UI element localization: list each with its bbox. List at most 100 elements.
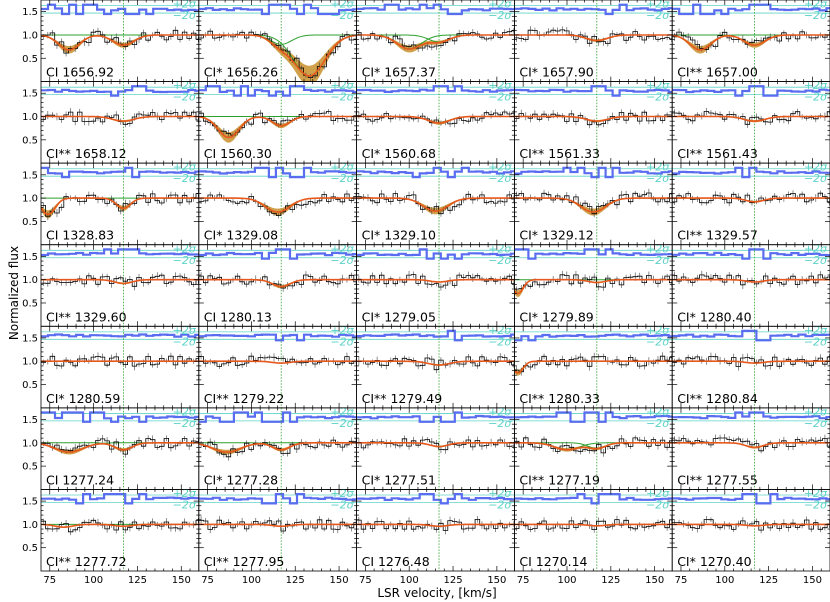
panel-line-label: CI* 1329.10 — [362, 228, 436, 243]
panel-plot-area — [356, 0, 515, 82]
panel-line-label: CI** 1329.57 — [677, 228, 758, 243]
plus-2sigma-label: +2σ — [804, 79, 828, 92]
plus-2sigma-label: +2σ — [330, 161, 354, 174]
plus-2sigma-label: +2σ — [488, 242, 512, 255]
panel-line-label: CI** 1277.72 — [46, 554, 127, 569]
residual-line — [514, 3, 673, 16]
total-model-line — [672, 34, 830, 51]
residual-line — [356, 85, 515, 93]
total-model-line — [672, 360, 830, 364]
model-uncertainty-band — [514, 198, 673, 216]
residual-line — [672, 248, 830, 260]
plus-2sigma-label: +2σ — [646, 161, 670, 174]
model-uncertainty-band — [198, 198, 357, 216]
residual-line — [356, 3, 515, 16]
plus-2sigma-label: +2σ — [330, 242, 354, 255]
minus-2sigma-label: −2σ — [173, 91, 197, 104]
panel-line-label: CI* 1270.40 — [677, 554, 751, 569]
minus-2sigma-label: −2σ — [330, 91, 354, 104]
panel: +2σ−2σ CI** 1280.84 — [671, 324, 830, 409]
plus-2sigma-label: +2σ — [804, 324, 828, 337]
y-tick-label: 0.5 — [22, 462, 38, 473]
y-tick-label: 0.5 — [22, 135, 38, 146]
panel-line-label: CI 1276.48 — [362, 554, 430, 569]
panel: +2σ−2σ CI* 1657.37 — [356, 0, 515, 82]
x-tick-label: 125 — [286, 575, 305, 586]
total-model-line — [672, 115, 830, 123]
panel-line-label: CI** 1280.84 — [677, 391, 758, 406]
panel: +2σ−2σ 0.5 1.0 1.5 CI** 1329.60 — [22, 242, 200, 327]
panel-line-label: CI** 1561.43 — [677, 146, 758, 161]
data-error-bars — [358, 109, 515, 128]
panel: +2σ−2σ CI** 1279.22 — [198, 324, 358, 409]
total-model-line — [198, 115, 357, 139]
total-model-line — [356, 278, 515, 283]
total-model-line — [198, 523, 357, 528]
data-spectrum-line — [514, 519, 673, 530]
component-model-line — [514, 360, 673, 374]
total-model-line — [198, 34, 357, 77]
panel-plot-area — [41, 326, 199, 408]
data-error-bars — [516, 109, 672, 129]
minus-2sigma-label: −2σ — [646, 254, 670, 267]
plus-2sigma-label: +2σ — [330, 487, 354, 500]
y-tick-label: 1.0 — [22, 357, 38, 368]
minus-2sigma-label: −2σ — [646, 498, 670, 511]
panel-plot-area — [514, 326, 673, 408]
minus-2sigma-label: −2σ — [488, 91, 512, 104]
residual-line — [514, 411, 673, 423]
residual-line — [514, 333, 673, 342]
panel-plot-area — [514, 81, 673, 164]
panel-plot-area — [198, 244, 357, 327]
data-error-bars — [516, 434, 672, 457]
y-tick-label: 1.5 — [22, 415, 38, 426]
panel: +2σ−2σ CI* 1329.08 — [198, 161, 358, 246]
minus-2sigma-label: −2σ — [330, 9, 354, 22]
panel-line-label: CI* 1277.51 — [362, 472, 436, 487]
y-tick-label: 1.5 — [22, 170, 38, 181]
panel-plot-area — [198, 489, 357, 571]
panel-line-label: CI** 1279.49 — [362, 391, 443, 406]
y-tick-label: 1.5 — [22, 7, 38, 18]
y-tick-label: 1.5 — [22, 252, 38, 263]
residual-line — [514, 166, 673, 179]
panel: +2σ−2σ CI* 1277.28 — [198, 405, 358, 490]
plus-2sigma-label: +2σ — [488, 0, 512, 11]
plus-2sigma-label: +2σ — [804, 487, 828, 500]
panel-plot-area — [356, 244, 515, 327]
panel: +2σ−2σ CI** 1277.19 — [514, 405, 673, 490]
panel-plot-area — [514, 163, 673, 245]
panel: +2σ−2σ CI* 1657.90 — [514, 0, 673, 82]
y-tick-label: 0.5 — [22, 543, 38, 554]
plus-2sigma-label: +2σ — [330, 324, 354, 337]
residual-line — [198, 248, 357, 260]
data-spectrum-line — [356, 193, 515, 215]
y-tick-label: 1.0 — [22, 194, 38, 205]
data-spectrum-line — [672, 519, 830, 531]
data-spectrum-line — [514, 355, 673, 373]
y-tick-label: 0.5 — [22, 380, 38, 391]
panel: +2σ−2σ CI 1560.30 — [198, 79, 358, 164]
panel-plot-area — [672, 489, 830, 571]
minus-2sigma-label: −2σ — [804, 172, 828, 185]
panel: +2σ−2σ 0.5 1.0 1.5 CI 1328.83 — [22, 161, 200, 246]
plus-2sigma-label: +2σ — [646, 242, 670, 255]
panel-line-label: CI 1656.92 — [46, 65, 114, 80]
total-model-line — [198, 442, 357, 453]
panel-plot-area — [41, 163, 199, 245]
minus-2sigma-label: −2σ — [646, 91, 670, 104]
panel-line-label: CI** 1280.33 — [519, 391, 600, 406]
data-spectrum-line — [672, 111, 830, 125]
panel: +2σ−2σ 75 100 125 150 CI 1270.14 — [514, 487, 673, 586]
panel-line-label: CI 1328.83 — [46, 228, 114, 243]
panel-line-label: CI* 1329.12 — [519, 228, 593, 243]
residual-line — [356, 248, 515, 260]
plus-2sigma-label: +2σ — [646, 324, 670, 337]
data-spectrum-line — [514, 192, 673, 215]
y-tick-label: 0.5 — [22, 298, 38, 309]
plus-2sigma-label: +2σ — [646, 487, 670, 500]
panel-plot-area — [514, 0, 673, 82]
panel: +2σ−2σ CI** 1657.00 — [671, 0, 830, 82]
x-tick-label: 100 — [84, 575, 103, 586]
residual-line — [198, 3, 357, 16]
